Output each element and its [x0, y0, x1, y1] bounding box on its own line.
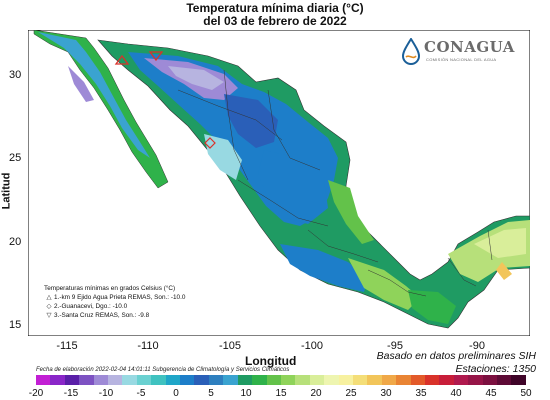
elaboration-footnote: Fecha de elaboración 2022-02-04 14:01:11… — [36, 367, 290, 373]
colorbar-swatch — [93, 375, 109, 385]
colorbar-swatch — [79, 375, 94, 385]
colorbar-tick-label: 40 — [450, 388, 462, 399]
x-tick: -105 — [218, 340, 242, 352]
extremes-legend: Temperaturas mínimas en grados Celsius (… — [44, 284, 185, 320]
data-source-note: Basado en datos preliminares SIH — [376, 350, 536, 362]
colorbar-swatch — [208, 375, 224, 385]
y-tick: 30 — [9, 69, 22, 81]
colorbar-swatch — [309, 375, 325, 385]
colorbar-swatch — [453, 375, 469, 385]
colorbar-swatch — [511, 375, 526, 385]
colorbar-tick-label: 0 — [173, 388, 179, 399]
legend-title: Temperaturas mínimas en grados Celsius (… — [44, 285, 176, 292]
colorbar-swatch — [122, 375, 137, 385]
y-axis-label: Latitud — [0, 172, 13, 210]
colorbar-swatch — [468, 375, 483, 385]
colorbar-tick-label: 50 — [520, 388, 532, 399]
logo-name: CONAGUA — [424, 38, 515, 56]
colorbar-swatch — [108, 375, 123, 385]
colorbar-tick-label: -20 — [28, 388, 44, 399]
colorbar-swatch — [381, 375, 397, 385]
colorbar-swatch — [266, 375, 281, 385]
station-marker-3 — [148, 51, 164, 62]
x-tick: -115 — [56, 340, 78, 352]
colorbar-swatch — [36, 375, 51, 385]
colorbar-tick-label: 15 — [275, 388, 287, 399]
colorbar-tick-label: 20 — [310, 388, 322, 399]
temperature-map — [28, 30, 530, 336]
water-drop-logo-icon — [401, 38, 421, 65]
colorbar-tick-label: 35 — [415, 388, 427, 399]
colorbar-swatch — [338, 375, 353, 385]
colorbar-swatch — [482, 375, 497, 385]
logo-subtitle: COMISIÓN NACIONAL DEL AGUA — [426, 57, 497, 62]
colorbar-swatch — [237, 375, 253, 385]
colorbar-swatch — [352, 375, 368, 385]
colorbar-swatch — [439, 375, 454, 385]
colorbar-swatch — [367, 375, 382, 385]
colorbar-swatch — [252, 375, 267, 385]
colorbar-tick-label: 5 — [208, 388, 214, 399]
colorbar-swatch — [165, 375, 181, 385]
x-axis-label: Longitud — [245, 354, 297, 368]
colorbar-swatch — [223, 375, 238, 385]
legend-item: △ 1.-km 9 Ejido Agua Prieta REMAS, Son.: … — [46, 294, 186, 301]
colorbar-swatch — [194, 375, 209, 385]
colorbar-swatch — [324, 375, 339, 385]
conagua-logo: CONAGUA COMISIÓN NACIONAL DEL AGUA — [400, 38, 520, 70]
colorbar-tick-label: 30 — [380, 388, 392, 399]
map-date-subtitle: del 03 de febrero de 2022 — [203, 14, 347, 28]
x-tick: -100 — [300, 340, 324, 352]
temperature-colorbar — [36, 375, 526, 385]
y-tick: 25 — [9, 152, 22, 164]
colorbar-swatch — [180, 375, 195, 385]
colorbar-tick-label: -10 — [98, 388, 114, 399]
colorbar-tick-label: 25 — [345, 388, 357, 399]
y-tick: 20 — [9, 236, 22, 248]
colorbar-swatch — [396, 375, 411, 385]
colorbar-swatch — [50, 375, 65, 385]
state-borders — [177, 69, 493, 297]
x-tick: -90 — [469, 340, 485, 352]
legend-item: ▽ 3.-Santa Cruz REMAS, Son.: -9.8 — [46, 312, 150, 319]
colorbar-swatch — [424, 375, 440, 385]
legend-item: ◇ 2.-Guanacevi, Dgo.: -10.0 — [46, 303, 128, 310]
colorbar-swatch — [410, 375, 425, 385]
station-count: Estaciones: 1350 — [455, 363, 536, 375]
colorbar-swatch — [295, 375, 310, 385]
station-marker-2 — [204, 137, 216, 149]
colorbar-swatch — [136, 375, 152, 385]
map-title: Temperatura mínima diaria (°C) — [186, 1, 364, 15]
colorbar-swatch — [64, 375, 80, 385]
y-tick: 15 — [9, 319, 22, 331]
colorbar-tick-label: 10 — [240, 388, 252, 399]
station-marker-1 — [114, 54, 130, 65]
x-tick: -95 — [387, 340, 403, 352]
colorbar-swatch — [497, 375, 512, 385]
colorbar-swatch — [280, 375, 296, 385]
colorbar-swatch — [151, 375, 166, 385]
colorbar-tick-label: -15 — [63, 388, 79, 399]
colorbar-tick-label: 45 — [485, 388, 497, 399]
colorbar-tick-label: -5 — [136, 388, 146, 399]
x-tick: -110 — [137, 340, 159, 352]
